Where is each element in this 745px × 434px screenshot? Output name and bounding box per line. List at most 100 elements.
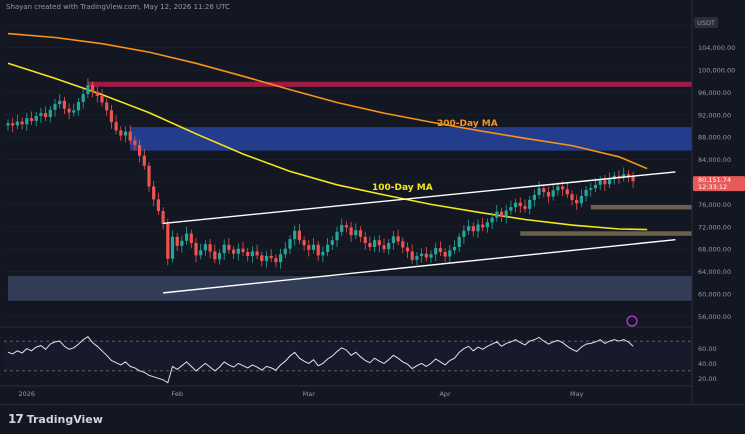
price-tick-label: 84,000.00 <box>698 156 731 164</box>
candle-body <box>138 145 142 156</box>
candle-body <box>236 248 240 254</box>
rsi-tick-label: 20.00 <box>698 375 717 383</box>
candle-body <box>368 243 372 247</box>
candle-body <box>335 231 339 241</box>
candle-body <box>15 121 19 126</box>
candle-body <box>208 244 212 252</box>
candle-body <box>340 225 344 232</box>
price-tick-label: 100,000.00 <box>698 67 735 75</box>
candle-body <box>246 252 250 256</box>
candle-body <box>499 211 504 217</box>
candle-body <box>575 199 579 204</box>
candle-body <box>185 233 189 241</box>
candle-body <box>424 253 428 258</box>
tradingview-logo[interactable]: 𝟭𝟳 TradingView <box>8 412 103 426</box>
candle-body <box>622 174 626 178</box>
candle-body <box>264 255 269 261</box>
candle-body <box>429 254 433 258</box>
candle-body <box>354 230 358 236</box>
candle-body <box>438 248 442 252</box>
candle-body <box>100 95 104 103</box>
price-tick-label: 68,000.00 <box>698 246 731 254</box>
candle-body <box>330 240 334 245</box>
zone-red <box>87 81 692 87</box>
candle-body <box>476 224 480 232</box>
candle-body <box>203 244 207 251</box>
candle-body <box>415 255 419 260</box>
candle-body <box>250 251 254 256</box>
current-price-badge <box>693 176 745 192</box>
candle-body <box>133 140 137 146</box>
candle-body <box>377 240 381 246</box>
candle-body <box>6 123 10 126</box>
candle-body <box>86 85 90 95</box>
candle-body <box>358 230 363 237</box>
candle-body <box>462 230 466 237</box>
candle-body <box>293 230 297 240</box>
candle-body <box>44 113 48 118</box>
rsi-tick-label: 60.00 <box>698 345 717 353</box>
candle-body <box>222 244 226 254</box>
candle-body <box>528 199 532 209</box>
candle-body <box>241 248 245 252</box>
candle-body <box>363 236 367 244</box>
candle-body <box>260 255 264 261</box>
candle-body <box>551 190 555 197</box>
candle-body <box>537 188 541 195</box>
currency-label: USDT <box>697 19 715 27</box>
candle-body <box>161 211 165 224</box>
candle-body <box>189 233 193 244</box>
candle-body <box>584 189 588 196</box>
ma100-label: 100-Day MA <box>372 183 433 193</box>
candle-body <box>288 239 292 249</box>
candle-body <box>95 91 99 96</box>
candle-body <box>542 188 546 193</box>
candle-body <box>123 131 128 136</box>
candle-body <box>302 240 306 246</box>
zone-fvg <box>520 231 692 236</box>
candle-body <box>457 236 461 247</box>
candle-body <box>523 206 527 209</box>
candle-body <box>25 118 29 125</box>
candle-body <box>48 109 52 118</box>
candle-body <box>410 251 414 260</box>
candle-body <box>147 165 151 187</box>
candle-body <box>76 101 81 111</box>
candle-body <box>307 245 311 250</box>
candle-body <box>152 186 156 200</box>
candle-body <box>518 202 522 207</box>
candle-body <box>255 251 259 256</box>
candle-body <box>81 94 85 102</box>
candle-body <box>344 225 348 228</box>
ma200-line <box>7 32 648 170</box>
rsi-line <box>7 336 634 384</box>
candle-body <box>382 245 386 250</box>
candle-body <box>274 258 278 263</box>
candle-body <box>199 250 203 256</box>
candle-body <box>29 118 34 121</box>
candle-body <box>119 130 123 136</box>
candle-body <box>434 248 438 255</box>
candle-body <box>166 224 170 259</box>
trading-chart[interactable]: 200-Day MA 100-Day MA USDT 104,000.00 100,0… <box>0 0 745 404</box>
time-tick-label: Mar <box>303 390 316 398</box>
candle-body <box>570 194 574 200</box>
price-tick-label: 104,000.00 <box>698 44 735 52</box>
candle-body <box>39 113 43 116</box>
candle-body <box>481 224 485 228</box>
candle-body <box>170 236 175 259</box>
candle-body <box>34 115 38 121</box>
candle-body <box>109 110 113 123</box>
candle-body <box>485 222 489 228</box>
price-tick-label: 76,000.00 <box>698 201 731 209</box>
candle-body <box>180 240 184 246</box>
candle-body <box>626 174 630 177</box>
countdown-label: 12:33:12 <box>698 183 727 191</box>
candle-body <box>391 236 395 244</box>
candle-body <box>603 180 607 185</box>
candle-body <box>495 211 499 218</box>
candle-body <box>227 244 231 250</box>
candle-body <box>58 100 62 105</box>
candle-body <box>72 110 76 113</box>
candle-body <box>401 241 405 248</box>
